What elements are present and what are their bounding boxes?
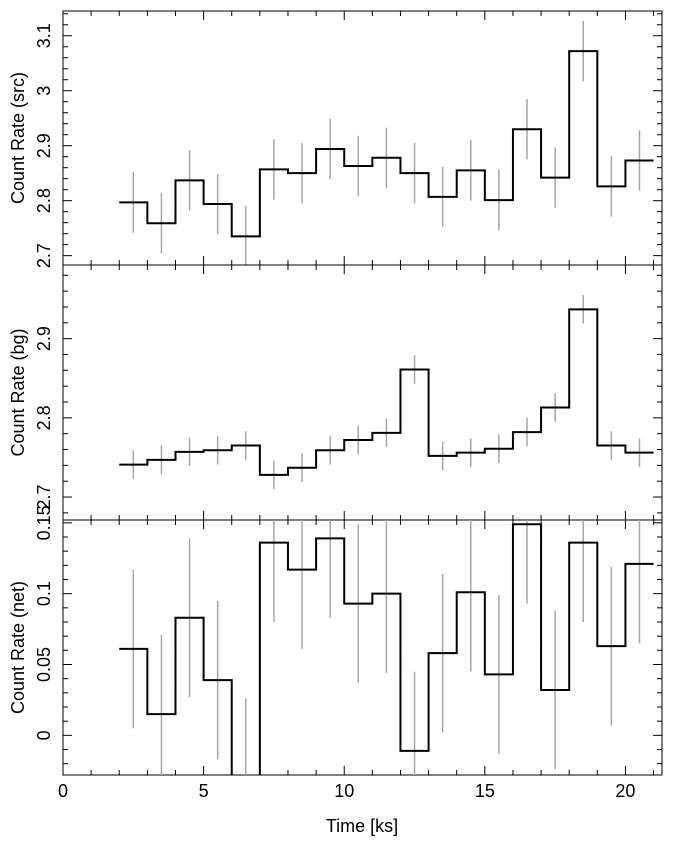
y-tick-label: 0.1 — [34, 581, 54, 606]
y-axis-label: Count Rate (net) — [8, 581, 28, 714]
y-tick-label: 2.8 — [34, 405, 54, 430]
x-tick-label: 20 — [615, 781, 635, 801]
x-tick-label: 10 — [334, 781, 354, 801]
y-tick-label: 0.05 — [34, 647, 54, 682]
y-tick-label: 3 — [34, 86, 54, 96]
axes-frame — [62, 264, 663, 521]
panel-net: 0 0.05 0.1 0.15 Count Rate (net) 0 5 10 15 20 — [8, 505, 663, 801]
panel-bg: 2.7 2.8 2.9 Count Rate (bg) — [8, 264, 663, 521]
y-tick-label: 2.7 — [34, 243, 54, 268]
y-tick-label: 3.1 — [34, 23, 54, 48]
step-line-series — [119, 308, 654, 476]
y-axis-label: Count Rate (src) — [8, 72, 28, 204]
y-axis-label: Count Rate (bg) — [8, 328, 28, 456]
y-tick-label: 2.7 — [34, 485, 54, 510]
plot-area — [119, 295, 654, 490]
plot-area — [119, 20, 654, 265]
y-tick-label: 2.8 — [34, 188, 54, 213]
y-tick-label: 2.9 — [34, 133, 54, 158]
y-tick-label: 0.15 — [34, 505, 54, 540]
y-tick-label: 0 — [34, 730, 54, 740]
axes-frame — [62, 519, 663, 776]
x-tick-label: 0 — [58, 781, 68, 801]
x-tick-label: 5 — [199, 781, 209, 801]
step-line-series — [119, 523, 654, 775]
plot-area — [119, 520, 654, 775]
panel-src: 2.7 2.8 2.9 3 3.1 Count Rate (src) — [8, 10, 663, 268]
y-tick-label: 2.9 — [34, 326, 54, 351]
step-line-series — [119, 50, 654, 238]
axes-frame — [62, 10, 663, 266]
x-axis-label: Time [ks] — [326, 816, 398, 836]
x-tick-label: 15 — [475, 781, 495, 801]
